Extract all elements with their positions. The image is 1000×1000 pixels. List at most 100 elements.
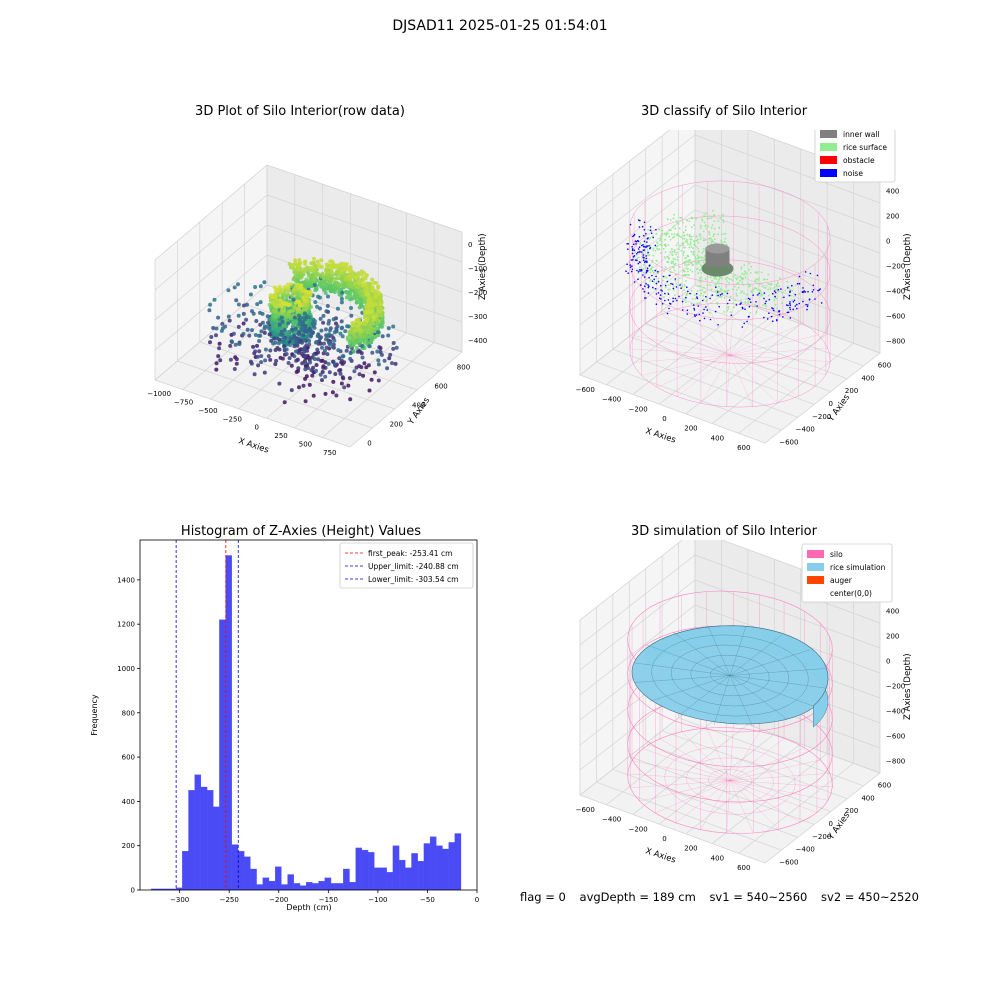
histogram-legend-label: Lower_limit: -303.54 cm xyxy=(368,575,458,584)
classify-rice-point xyxy=(677,242,679,244)
raw-data-point xyxy=(324,345,329,350)
raw-data-point xyxy=(332,330,337,335)
raw-3d-plot[interactable]: −1000−750−500−25002505007500200400600800… xyxy=(130,130,490,460)
classify-gridline xyxy=(579,209,696,301)
raw-data-point xyxy=(326,361,331,366)
raw-data-point xyxy=(218,358,223,363)
classify-silo-spoke xyxy=(682,307,731,356)
raw-data-point xyxy=(362,340,367,345)
classify-noise-point xyxy=(655,303,658,305)
classify-rice-point xyxy=(704,290,707,293)
classify-x-axis-label: X Axies xyxy=(644,426,677,445)
raw-data-point xyxy=(357,300,362,305)
raw-data-point xyxy=(364,273,369,278)
classify-noise-point xyxy=(773,290,776,292)
classify-noise-point xyxy=(793,299,796,302)
histogram-chart[interactable]: −300 −250 −200 −150 −100 −50 0 0 200 400 600 800 100… xyxy=(80,535,490,920)
histogram-bar xyxy=(182,851,189,891)
raw-data-point xyxy=(291,297,296,302)
raw-data-point xyxy=(388,352,393,357)
classify-rice-point xyxy=(700,292,702,295)
simulation-3d-plot[interactable]: −600−400−2000200400600−600−400−200020040… xyxy=(560,540,920,880)
raw-data-point xyxy=(310,373,315,378)
classify-rice-point xyxy=(664,275,666,278)
raw-data-point xyxy=(340,279,345,284)
raw-data-point xyxy=(371,315,376,320)
raw-y-tick: 0 xyxy=(367,440,371,448)
raw-data-point xyxy=(311,352,316,357)
histogram-frame xyxy=(139,539,478,891)
raw-data-point xyxy=(297,258,302,262)
classify-silo-spoke xyxy=(707,303,731,356)
classify-noise-point xyxy=(687,290,689,293)
classify-rice-point xyxy=(672,266,675,269)
classify-noise-point xyxy=(636,239,639,242)
classify-rice-point xyxy=(698,302,701,304)
raw-data-point xyxy=(340,334,345,339)
histogram-bar xyxy=(256,884,263,891)
classify-rice-point xyxy=(669,271,672,273)
classify-silo-spoke xyxy=(729,334,819,356)
classify-rice-point xyxy=(739,275,742,278)
classify-rice-point xyxy=(710,242,713,244)
classify-noise-point xyxy=(741,326,744,328)
classify-rice-point xyxy=(734,274,737,276)
classify-gridline xyxy=(645,323,831,392)
classify-noise-point xyxy=(789,306,791,309)
raw-data-point xyxy=(374,281,379,285)
classify-rice-point xyxy=(717,280,720,283)
classify-rice-point xyxy=(645,266,647,269)
classify-rice-point xyxy=(718,282,721,285)
classify-noise-point xyxy=(741,307,744,310)
raw-data-point xyxy=(253,285,258,289)
simulation-z-tick: −200 xyxy=(886,683,905,691)
classify-rice-point xyxy=(777,282,779,284)
raw-data-point xyxy=(377,345,382,350)
raw-data-point xyxy=(236,313,241,318)
classify-rice-point xyxy=(755,310,758,313)
classify-noise-point xyxy=(637,262,640,265)
classify-rice-point xyxy=(713,220,716,223)
classify-noise-point xyxy=(747,297,750,300)
classify-rice-point xyxy=(670,262,673,264)
raw-data-point xyxy=(297,322,302,327)
raw-data-point xyxy=(303,361,308,366)
classify-rice-point xyxy=(689,244,692,246)
classify-rice-point xyxy=(698,279,701,282)
classify-rice-point xyxy=(733,285,736,288)
classify-rice-point xyxy=(749,272,752,274)
raw-data-point xyxy=(335,306,340,311)
classify-rice-point xyxy=(784,289,787,292)
classify-noise-point xyxy=(654,288,657,290)
simulation-silo-spoke xyxy=(630,780,731,788)
raw-data-point xyxy=(208,302,213,307)
classify-rice-point xyxy=(726,289,729,292)
raw-data-point xyxy=(301,296,306,300)
raw-data-point xyxy=(390,361,394,366)
classify-noise-point xyxy=(806,305,809,308)
classify-noise-point xyxy=(642,244,644,246)
classify-legend: inner wall rice surface obstacle noise xyxy=(814,130,896,183)
raw-data-point xyxy=(282,327,287,332)
classify-x-tick: 400 xyxy=(711,434,724,442)
classify-silo-spoke xyxy=(729,355,753,407)
raw-data-point xyxy=(245,327,250,332)
histogram-bar xyxy=(268,880,276,891)
raw-data-point xyxy=(300,361,305,366)
raw-data-point xyxy=(302,299,307,304)
classify-rice-point xyxy=(643,264,645,266)
raw-data-point xyxy=(348,397,353,402)
classify-noise-point xyxy=(763,316,765,319)
classify-inner-wall xyxy=(705,248,730,267)
simulation-silo-spoke xyxy=(706,727,731,781)
raw-data-point xyxy=(327,318,332,323)
classify-rice-point xyxy=(761,285,764,288)
classify-noise-point xyxy=(746,320,748,323)
classify-rice-point xyxy=(658,228,661,231)
raw-gridline xyxy=(177,360,373,429)
simulation-y-tick: 0 xyxy=(829,820,833,828)
classify-noise-point xyxy=(664,299,666,302)
classify-silo-spoke xyxy=(729,355,799,397)
classify-noise-point xyxy=(693,309,696,311)
classify-3d-plot[interactable]: −600−400−2000200400600−600−400−200020040… xyxy=(560,130,920,465)
